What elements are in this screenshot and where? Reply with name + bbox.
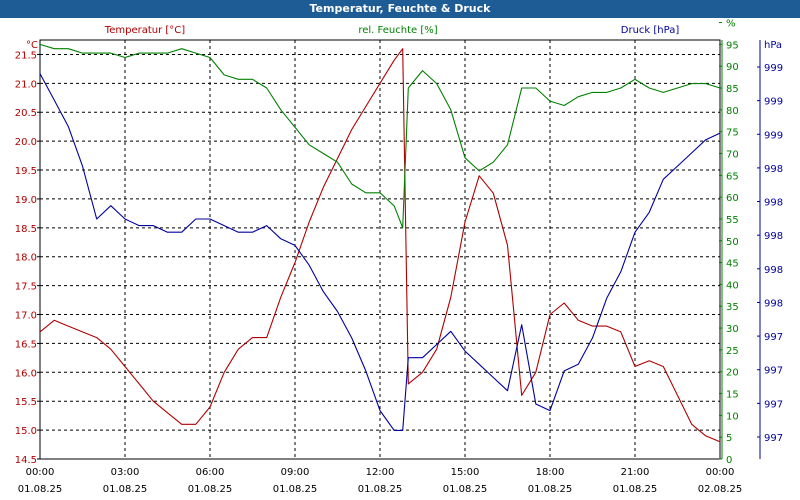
pressure-tick-label: 999: [764, 63, 783, 74]
plot-frame: [39, 39, 721, 460]
temperature-tick-label: 16.5: [15, 339, 37, 350]
humidity-tick-label: 35: [726, 302, 739, 313]
pressure-axis-label: Druck [hPa]: [621, 25, 680, 36]
x-tick-time-label: 18:00: [536, 467, 565, 478]
x-tick-date-label: 01.08.25: [103, 484, 148, 495]
tick-labels: 14.5 15.0 15.5 16.0 16.5 17.0 17.5 18.0 18.5 19.0…: [15, 19, 783, 495]
pressure-tick-label: 997: [764, 433, 783, 444]
temperature-tick-label: 15.0: [15, 426, 37, 437]
humidity-tick-label: 95: [726, 40, 739, 51]
humidity-tick-label: 80: [726, 106, 739, 117]
temperature-axis-label: Temperatur [°C]: [104, 25, 185, 36]
humidity-tick-label: 40: [726, 280, 739, 291]
x-tick-date-label: 02.08.25: [698, 484, 743, 495]
humidity-tick-label: 15: [726, 390, 739, 401]
pressure-tick-label: 997: [764, 366, 783, 377]
temperature-tick-label: 14.5: [15, 455, 37, 466]
x-tick-date-label: 01.08.25: [188, 484, 233, 495]
humidity-tick-label: 5: [726, 433, 732, 444]
temperature-tick-label: 18.0: [15, 253, 37, 264]
pressure-tick-label: 997: [764, 399, 783, 410]
x-tick-time-label: 12:00: [366, 467, 395, 478]
x-tick-date-label: 01.08.25: [273, 484, 318, 495]
temperature-series-line: [39, 48, 721, 443]
humidity-tick-label: 20: [726, 368, 739, 379]
series-lines: [39, 43, 721, 443]
pressure-tick-label: 998: [764, 198, 783, 209]
humidity-tick-label: 75: [726, 128, 739, 139]
temperature-tick-label: 21.0: [15, 79, 37, 90]
pressure-tick-label: 998: [764, 164, 783, 175]
chart-title: Temperatur, Feuchte & Druck: [0, 0, 800, 18]
x-tick-date-label: 01.08.25: [358, 484, 403, 495]
temperature-unit-label: °C: [26, 40, 38, 51]
x-tick-date-label: 01.08.25: [443, 484, 488, 495]
humidity-tick-label: %: [726, 19, 736, 30]
humidity-tick-label: 65: [726, 171, 739, 182]
axes: [37, 22, 761, 460]
humidity-tick-label: 90: [726, 62, 739, 73]
temperature-tick-label: 16.0: [15, 368, 37, 379]
humidity-tick-label: 0: [726, 455, 732, 466]
pressure-tick-label: 998: [764, 265, 783, 276]
humidity-axis-label: rel. Feuchte [%]: [358, 25, 437, 36]
temperature-tick-label: 17.5: [15, 282, 37, 293]
humidity-tick-label: 30: [726, 324, 739, 335]
temperature-tick-label: 15.5: [15, 397, 37, 408]
pressure-tick-label: 998: [764, 298, 783, 309]
humidity-tick-label: 60: [726, 193, 739, 204]
humidity-tick-label: 50: [726, 237, 739, 248]
x-tick-time-label: 03:00: [111, 467, 140, 478]
humidity-tick-label: 55: [726, 215, 739, 226]
x-tick-date-label: 01.08.25: [528, 484, 573, 495]
x-tick-date-label: 01.08.25: [613, 484, 658, 495]
pressure-tick-label: 997: [764, 332, 783, 343]
temperature-tick-label: 19.5: [15, 166, 37, 177]
humidity-tick-label: 70: [726, 149, 739, 160]
humidity-tick-label: 25: [726, 346, 739, 357]
humidity-series-line: [39, 43, 721, 229]
x-tick-time-label: 09:00: [281, 467, 310, 478]
pressure-unit-label: hPa: [764, 40, 782, 51]
humidity-tick-label: 45: [726, 259, 739, 270]
x-tick-time-label: 00:00: [26, 467, 55, 478]
humidity-tick-label: 85: [726, 84, 739, 95]
pressure-tick-label: 998: [764, 231, 783, 242]
x-tick-time-label: 00:00: [706, 467, 735, 478]
temperature-tick-label: 18.5: [15, 224, 37, 235]
temperature-tick-label: 19.0: [15, 195, 37, 206]
x-tick-time-label: 15:00: [451, 467, 480, 478]
pressure-series-line: [39, 73, 721, 431]
temperature-tick-label: 20.0: [15, 137, 37, 148]
temperature-tick-label: 21.5: [15, 50, 37, 61]
pressure-tick-label: 999: [764, 130, 783, 141]
x-tick-time-label: 21:00: [621, 467, 650, 478]
temperature-tick-label: 20.5: [15, 108, 37, 119]
pressure-tick-label: 999: [764, 97, 783, 108]
humidity-tick-label: 10: [726, 411, 739, 422]
x-tick-time-label: 06:00: [196, 467, 225, 478]
x-tick-date-label: 01.08.25: [18, 484, 63, 495]
grid-lines: [40, 40, 720, 460]
temperature-tick-label: 17.0: [15, 311, 37, 322]
